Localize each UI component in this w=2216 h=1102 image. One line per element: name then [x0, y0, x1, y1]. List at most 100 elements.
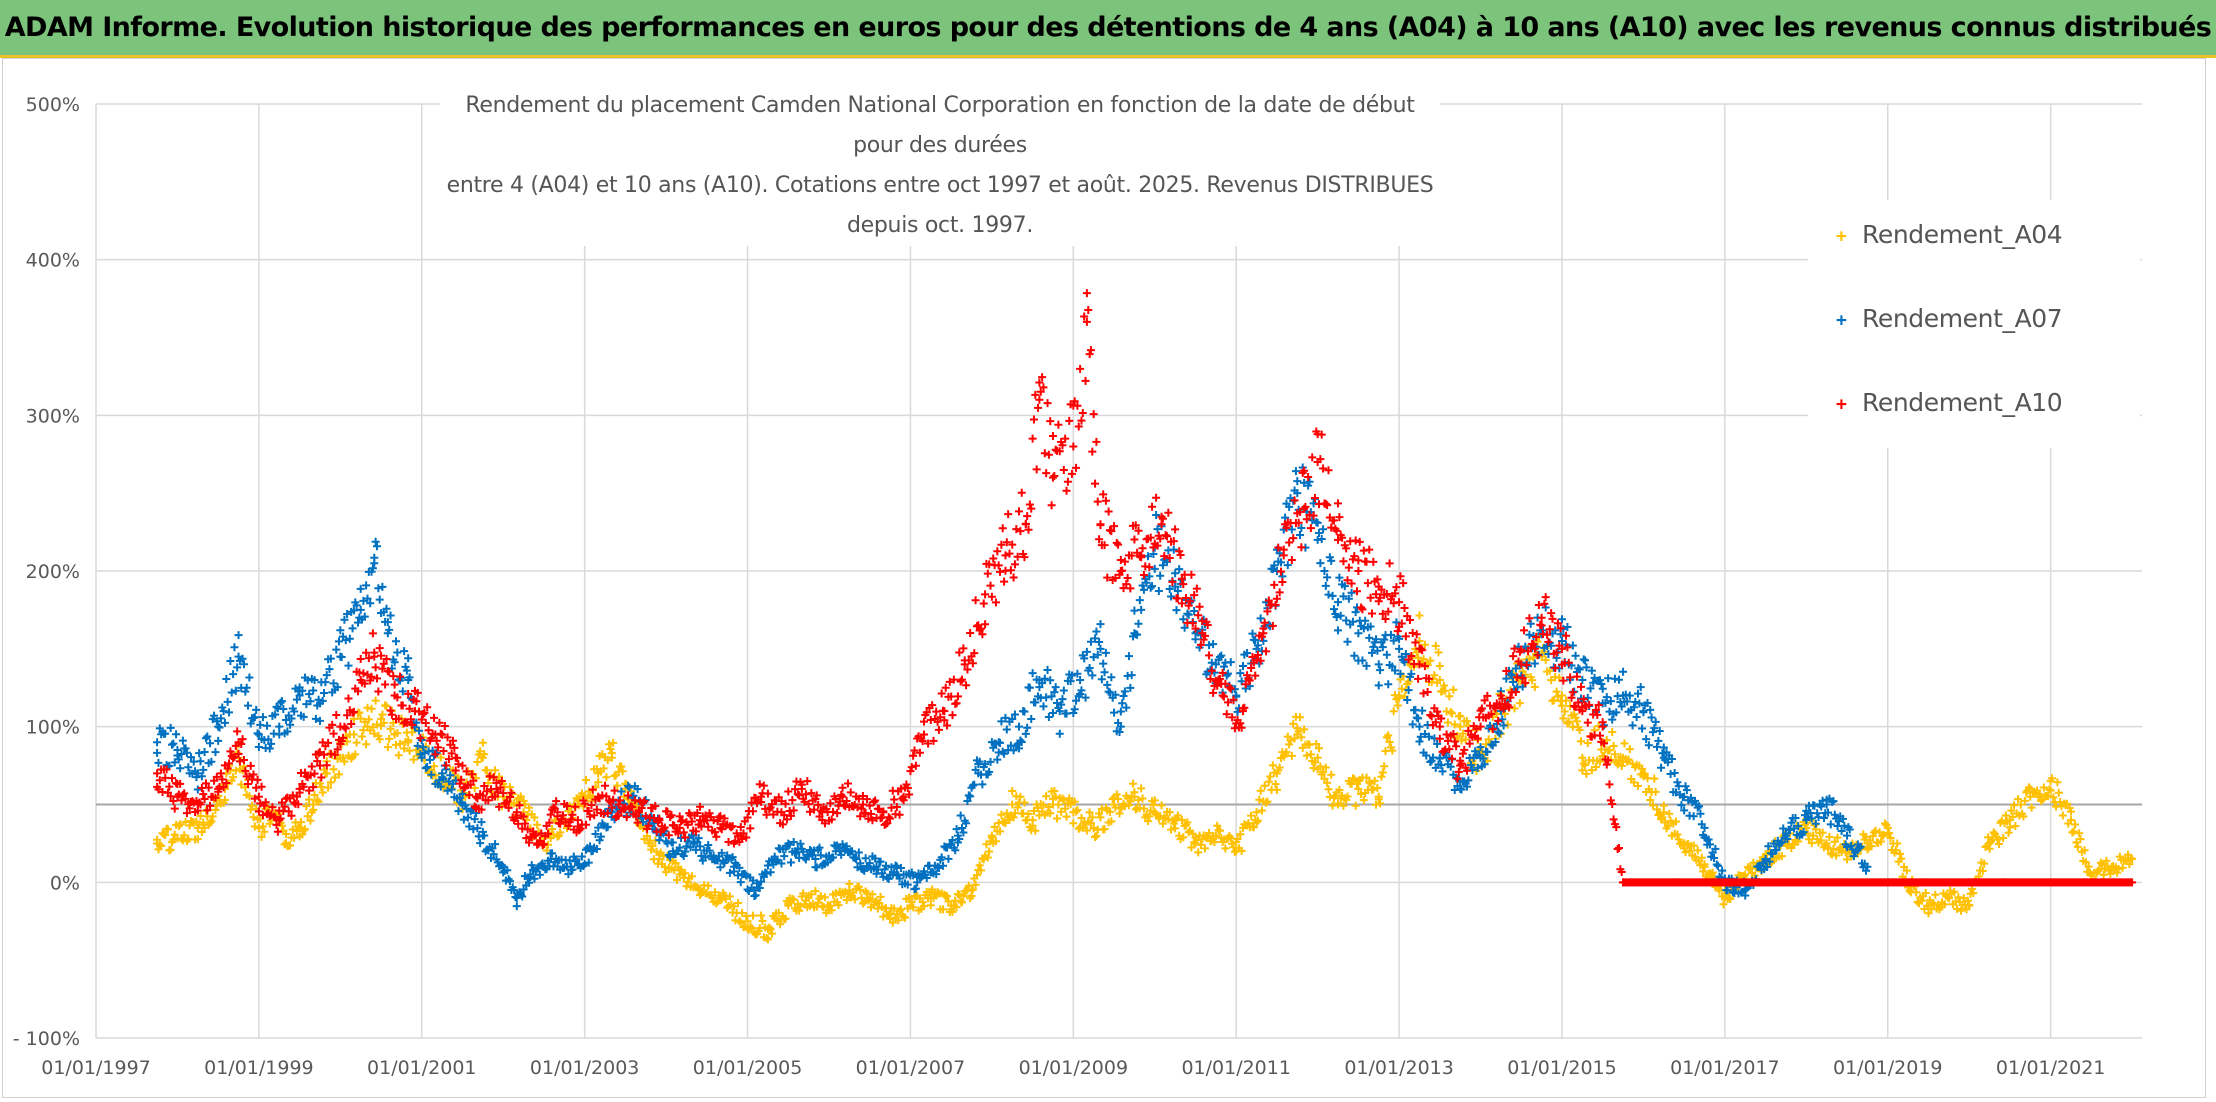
- data-point: [1389, 636, 1398, 645]
- data-point: [1016, 736, 1025, 745]
- data-point: [2039, 783, 2048, 792]
- data-point: [303, 812, 312, 821]
- data-point: [1832, 851, 1841, 860]
- data-point: [1028, 669, 1037, 678]
- data-point: [1557, 691, 1566, 700]
- data-point: [1315, 528, 1324, 537]
- data-point: [971, 596, 980, 605]
- data-point: [1380, 762, 1389, 771]
- data-point: [1362, 773, 1371, 782]
- data-point: [1191, 839, 1200, 848]
- data-point: [320, 689, 329, 698]
- report-banner: ADAM Informe. Evolution historique des p…: [0, 0, 2216, 58]
- data-point: [1917, 896, 1926, 905]
- data-point: [378, 710, 387, 719]
- data-point: [725, 892, 734, 901]
- data-point: [429, 713, 438, 722]
- data-point: [997, 810, 1006, 819]
- data-point: [315, 716, 324, 725]
- data-point: [1355, 537, 1364, 546]
- y-tick-label: 200%: [26, 561, 80, 583]
- data-point: [1107, 817, 1116, 826]
- data-point: [1268, 761, 1277, 770]
- data-point: [1625, 745, 1634, 754]
- data-point: [1187, 843, 1196, 852]
- data-point: [1343, 792, 1352, 801]
- data-point: [2099, 870, 2108, 879]
- data-point: [1297, 543, 1306, 552]
- data-point: [366, 599, 375, 608]
- data-point: [1320, 774, 1329, 783]
- data-point: [1826, 820, 1835, 829]
- data-point: [1059, 796, 1068, 805]
- data-point: [322, 769, 331, 778]
- data-point: [1940, 900, 1949, 909]
- data-point: [211, 805, 220, 814]
- data-point: [356, 584, 365, 593]
- data-point: [1559, 714, 1568, 723]
- data-point: [993, 547, 1002, 556]
- data-point: [1643, 698, 1652, 707]
- data-point: [606, 745, 615, 754]
- data-point: [1648, 801, 1657, 810]
- data-point: [1498, 715, 1507, 724]
- data-point: [1080, 654, 1089, 663]
- data-point: [1629, 703, 1638, 712]
- data-point: [1868, 832, 1877, 841]
- data-point: [206, 739, 215, 748]
- data-point: [360, 612, 369, 621]
- data-point: [374, 584, 383, 593]
- data-point: [1048, 708, 1057, 717]
- data-point: [1184, 828, 1193, 837]
- data-point: [2084, 862, 2093, 871]
- x-tick-label: 01/01/2013: [1344, 1057, 1454, 1079]
- data-point: [1051, 792, 1060, 801]
- data-point: [1126, 584, 1135, 593]
- data-point: [1547, 676, 1556, 685]
- data-point: [1253, 816, 1262, 825]
- data-point: [1557, 615, 1566, 624]
- data-point: [1013, 803, 1022, 812]
- data-point: [1395, 644, 1404, 653]
- data-point: [1165, 808, 1174, 817]
- data-point: [1700, 862, 1709, 871]
- data-point: [734, 899, 743, 907]
- data-point: [1491, 737, 1500, 746]
- data-points: [153, 289, 2137, 944]
- data-point: [447, 785, 456, 794]
- data-point: [1099, 659, 1108, 668]
- data-point: [314, 797, 323, 806]
- data-point: [469, 825, 478, 834]
- data-point: [1057, 807, 1066, 816]
- data-point: [672, 875, 681, 884]
- data-point: [1091, 832, 1100, 841]
- data-point: [1389, 707, 1398, 716]
- data-point: [991, 598, 1000, 607]
- data-point: [1450, 720, 1459, 729]
- data-point: [1767, 859, 1776, 868]
- data-point: [2019, 812, 2028, 821]
- data-point: [197, 772, 206, 781]
- data-point: [1335, 573, 1344, 582]
- data-point: [729, 902, 738, 911]
- data-point: [1285, 538, 1294, 547]
- data-point: [353, 618, 362, 627]
- data-point: [964, 881, 973, 890]
- data-point: [1076, 364, 1085, 373]
- data-point: [1670, 769, 1679, 778]
- data-point: [975, 757, 984, 766]
- legend-item-a07: + Rendement_A07: [1836, 304, 2063, 333]
- data-point: [1806, 809, 1815, 818]
- data-point: [1287, 525, 1296, 534]
- data-point: [1807, 814, 1816, 823]
- data-point: [2046, 777, 2055, 786]
- data-point: [326, 749, 335, 758]
- data-point: [820, 893, 829, 902]
- data-point: [1215, 826, 1224, 835]
- data-point: [352, 601, 361, 610]
- data-point: [873, 904, 882, 913]
- data-point: [1175, 565, 1184, 574]
- data-point: [478, 738, 487, 747]
- data-point: [617, 762, 626, 771]
- data-point: [2058, 811, 2067, 820]
